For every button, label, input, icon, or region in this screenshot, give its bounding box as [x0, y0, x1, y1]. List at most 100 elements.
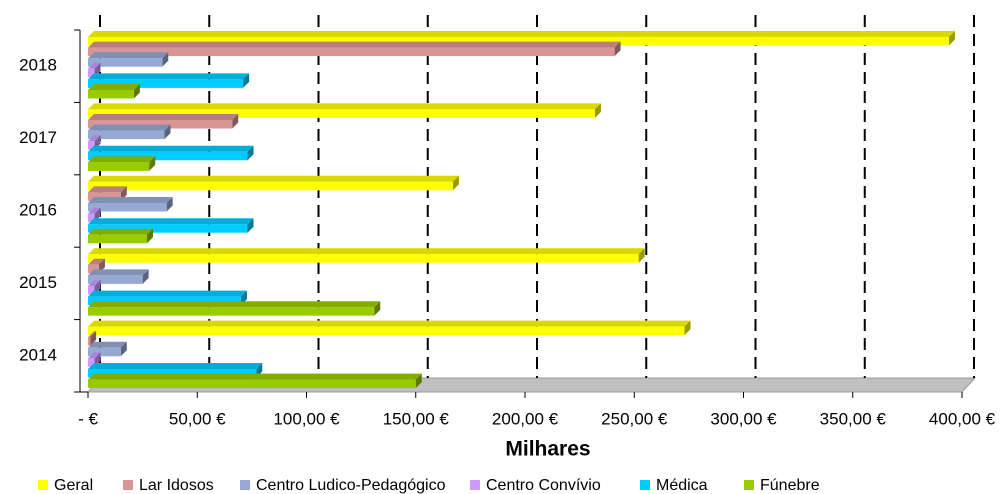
bar-side: [594, 103, 601, 118]
legend-label: Centro Ludico-Pedagógico: [256, 477, 446, 494]
x-tick-label: 50,00 €: [169, 409, 226, 428]
bar-top: [88, 84, 140, 90]
bar-top: [88, 207, 101, 214]
y-tick-label: 2015: [19, 273, 57, 292]
bar: [88, 264, 99, 274]
bar-top: [88, 73, 250, 80]
bar: [88, 47, 615, 57]
x-tick-label: 150,00 €: [383, 409, 450, 428]
bar-side: [243, 73, 250, 88]
bar-top: [88, 301, 381, 308]
bar: [88, 141, 95, 150]
bar-top: [88, 41, 621, 48]
bar-side: [247, 218, 254, 233]
legend-label: Médica: [656, 477, 708, 494]
bar: [88, 162, 150, 171]
bar-top: [88, 197, 173, 203]
bar-top: [88, 145, 254, 152]
bar-top: [88, 363, 263, 369]
bar: [88, 254, 639, 263]
bar: [88, 151, 248, 161]
y-tick-label: 2014: [19, 345, 57, 364]
bar-side: [374, 301, 381, 316]
bar: [88, 347, 121, 357]
x-tick-label: 200,00 €: [492, 409, 559, 428]
bar: [88, 369, 257, 378]
x-tick-label: 300,00 €: [710, 409, 777, 428]
y-tick-label: 2016: [19, 200, 57, 219]
bar-side: [120, 341, 127, 357]
bar-side: [948, 31, 955, 46]
bar-top: [88, 290, 247, 297]
bar: [88, 234, 147, 244]
bar: [88, 58, 163, 67]
legend-swatch: [744, 480, 754, 490]
legend-swatch: [240, 480, 250, 490]
bar-top: [88, 269, 149, 276]
bar: [88, 213, 95, 223]
bar-top: [88, 218, 254, 225]
bar: [88, 90, 134, 99]
bar-top: [88, 156, 156, 163]
x-tick-label: 250,00 €: [601, 409, 668, 428]
bar: [88, 68, 95, 78]
bar: [88, 296, 241, 306]
bar: [88, 286, 95, 295]
bar: [88, 37, 949, 46]
bar: [88, 79, 244, 88]
bar-side: [162, 52, 169, 67]
bar-top: [88, 341, 127, 348]
y-tick-label: 2017: [19, 128, 57, 147]
legend-label: Fúnebre: [760, 477, 820, 494]
bar: [88, 275, 143, 284]
x-tick-label: 350,00 €: [820, 409, 887, 428]
bar-side: [415, 373, 422, 389]
bar-side: [146, 228, 153, 244]
bar-top: [88, 31, 955, 37]
bar: [88, 120, 233, 129]
bar: [88, 192, 121, 201]
bar: [88, 307, 375, 316]
bar-side: [232, 114, 239, 129]
bar-side: [684, 320, 691, 336]
bar-side: [166, 197, 173, 212]
bar: [88, 326, 685, 336]
legend-label: Centro Convívio: [486, 477, 601, 494]
bar: [88, 109, 595, 118]
bar: [88, 130, 165, 140]
x-axis-title: Milhares: [505, 438, 590, 461]
bar-side: [247, 145, 254, 161]
legend-swatch: [123, 480, 133, 490]
bar: [88, 337, 91, 346]
y-tick-label: 2018: [19, 56, 57, 75]
bar-side: [133, 84, 140, 99]
legend-label: Lar Idosos: [139, 477, 214, 494]
bar: [88, 203, 167, 212]
bar-top: [88, 373, 422, 380]
x-tick-label: 100,00 €: [273, 409, 340, 428]
bar-top: [88, 103, 601, 110]
legend-swatch: [470, 480, 480, 490]
bar-top: [88, 352, 101, 359]
bar-top: [88, 228, 153, 235]
x-tick-label: 400,00 €: [929, 409, 996, 428]
bar-side: [452, 175, 459, 191]
bar-top: [88, 52, 169, 59]
bar-top: [88, 186, 127, 193]
bar: [88, 224, 248, 233]
bar-side: [142, 269, 149, 284]
bar-top: [88, 124, 171, 131]
bar: [88, 181, 453, 191]
bar-top: [88, 248, 645, 255]
bar-top: [88, 258, 105, 265]
legend-swatch: [38, 480, 48, 490]
bar: [88, 358, 95, 367]
bar-top: [88, 175, 459, 182]
bar-top: [88, 114, 239, 120]
bar-side: [614, 41, 621, 57]
legend-label: Geral: [54, 477, 93, 494]
bar-top: [88, 62, 101, 69]
bar-top: [88, 331, 97, 338]
bar-side: [149, 156, 156, 171]
